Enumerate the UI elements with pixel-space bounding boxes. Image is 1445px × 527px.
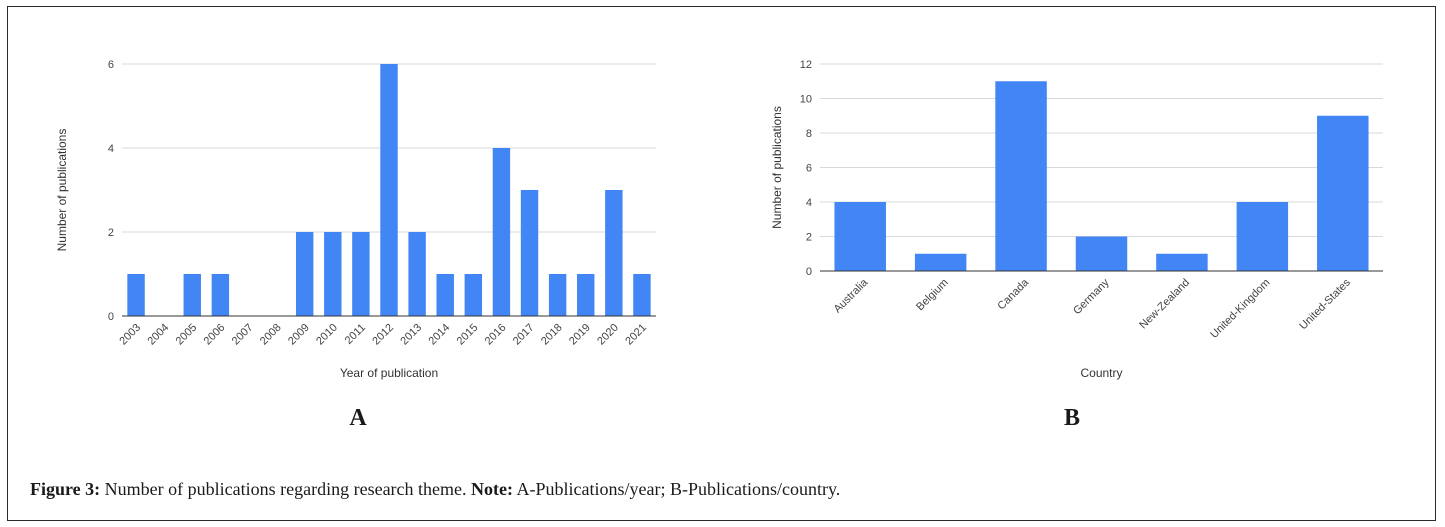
caption-text: Number of publications regarding researc… — [100, 479, 472, 499]
bar-2010 — [324, 232, 342, 316]
x-tick-label: Germany — [1071, 276, 1112, 317]
bar-united-states — [1317, 115, 1369, 271]
bar-united-kingdom — [1236, 202, 1289, 271]
x-tick-label: Australia — [832, 276, 871, 315]
x-axis-title-b: Country — [1080, 366, 1122, 380]
y-axis-title-a: Number of publications — [55, 129, 69, 252]
y-tick-label: 0 — [806, 266, 812, 278]
bar-2014 — [436, 274, 454, 316]
bar-2020 — [605, 190, 623, 316]
bar-2012 — [380, 64, 398, 316]
bar-2016 — [492, 148, 511, 316]
y-tick-label: 6 — [108, 59, 114, 71]
bar-2003 — [127, 274, 145, 316]
bar-2011 — [352, 232, 370, 316]
x-tick-label: New-Zealand — [1137, 277, 1192, 332]
bar-2017 — [520, 190, 539, 316]
y-tick-label: 0 — [108, 311, 114, 323]
y-tick-label: 10 — [800, 94, 812, 106]
x-tick-label: United-Kingdom — [1208, 277, 1272, 341]
y-axis-title-b: Number of publications — [770, 106, 784, 229]
bar-2018 — [548, 274, 567, 316]
x-tick-label: Belgium — [914, 277, 951, 314]
panel-label-b: B — [1063, 405, 1080, 431]
chart-b: 0 2 4 6 8 10 12 Australia Belgium Canada Germany Ne… — [770, 59, 1383, 380]
y-tick-label: 4 — [108, 143, 114, 155]
bar-new-zealand — [1156, 253, 1208, 271]
bar-2006 — [211, 274, 230, 316]
y-tick-label: 12 — [800, 59, 812, 71]
x-axis-title-a: Year of publication — [340, 366, 438, 380]
y-tick-label: 2 — [108, 227, 114, 239]
x-tick-label: Canada — [995, 276, 1031, 312]
figure-label: Figure 3: — [30, 479, 101, 499]
y-tick-label: 4 — [806, 197, 812, 209]
bar-germany — [1075, 236, 1128, 271]
y-tick-label: 8 — [806, 128, 812, 140]
y-tick-label: 6 — [806, 163, 812, 175]
bar-2005 — [183, 274, 201, 316]
note-text: A-Publications/year; B-Publications/coun… — [513, 479, 841, 499]
bar-australia — [834, 202, 886, 271]
bar-2021 — [633, 274, 651, 316]
note-label: Note: — [471, 479, 514, 499]
bar-canada — [995, 81, 1047, 271]
panel-label-a: A — [349, 405, 367, 431]
x-tick-label: United-States — [1297, 276, 1353, 332]
bar-2015 — [464, 274, 483, 316]
bar-2019 — [577, 274, 595, 316]
figure-caption: Figure 3: Number of publications regardi… — [30, 479, 840, 500]
bar-2013 — [408, 232, 426, 316]
bar-belgium — [914, 253, 967, 271]
y-tick-label: 2 — [806, 232, 812, 244]
bar-2009 — [295, 232, 314, 316]
